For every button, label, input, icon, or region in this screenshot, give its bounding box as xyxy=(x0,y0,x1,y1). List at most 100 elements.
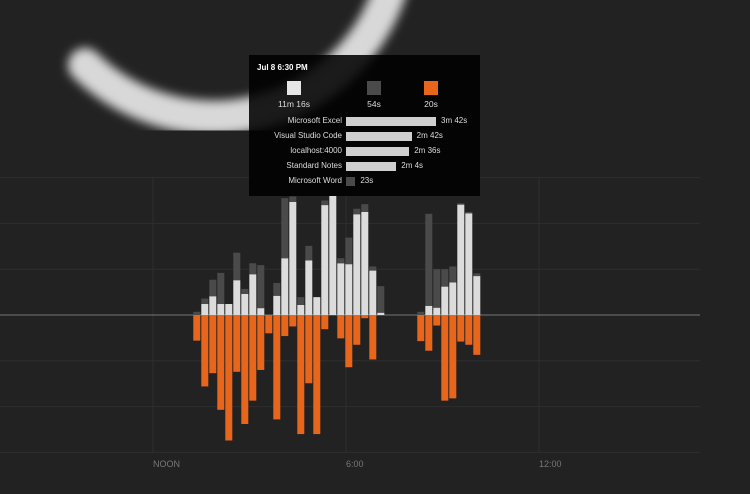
bar-neutral[interactable] xyxy=(361,204,369,212)
bar-productive[interactable] xyxy=(353,214,361,315)
bar-neutral[interactable] xyxy=(297,297,305,305)
app-duration-bar xyxy=(346,132,412,141)
bar-distracting[interactable] xyxy=(473,315,481,355)
bar-distracting[interactable] xyxy=(201,315,209,387)
bar-productive[interactable] xyxy=(225,304,233,315)
x-tick-label: 6:00 xyxy=(346,459,364,469)
app-name: Microsoft Excel xyxy=(287,116,342,125)
bar-productive[interactable] xyxy=(321,205,329,315)
bar-neutral[interactable] xyxy=(289,196,297,202)
bar-neutral[interactable] xyxy=(241,288,249,294)
bar-productive[interactable] xyxy=(377,312,385,315)
bar-neutral[interactable] xyxy=(465,211,473,214)
bar-neutral[interactable] xyxy=(321,200,329,206)
bar-distracting[interactable] xyxy=(265,315,273,334)
bar-distracting[interactable] xyxy=(193,315,201,341)
bar-neutral[interactable] xyxy=(233,252,241,281)
bar-productive[interactable] xyxy=(201,304,209,315)
bar-distracting[interactable] xyxy=(257,315,265,370)
bar-productive[interactable] xyxy=(345,264,353,315)
app-name: Standard Notes xyxy=(286,161,342,170)
bar-productive[interactable] xyxy=(313,297,321,315)
bar-productive[interactable] xyxy=(209,296,217,315)
bar-productive[interactable] xyxy=(305,260,313,315)
bar-distracting[interactable] xyxy=(417,315,425,342)
bar-distracting[interactable] xyxy=(313,315,321,435)
bar-distracting[interactable] xyxy=(457,315,465,342)
bar-neutral[interactable] xyxy=(209,279,217,297)
bar-distracting[interactable] xyxy=(465,315,473,345)
bar-distracting[interactable] xyxy=(297,315,305,435)
bar-distracting[interactable] xyxy=(249,315,257,401)
productive-total: 11m 16s xyxy=(278,99,310,109)
bar-productive[interactable] xyxy=(465,213,473,315)
bar-distracting[interactable] xyxy=(449,315,457,399)
bar-productive[interactable] xyxy=(433,307,441,315)
bar-neutral[interactable] xyxy=(473,273,481,277)
bar-neutral[interactable] xyxy=(433,269,441,308)
bar-productive[interactable] xyxy=(289,201,297,315)
bar-productive[interactable] xyxy=(337,263,345,315)
bar-distracting[interactable] xyxy=(305,315,313,384)
bar-distracting[interactable] xyxy=(233,315,241,372)
bar-distracting[interactable] xyxy=(217,315,225,410)
bar-neutral[interactable] xyxy=(217,272,225,305)
bar-distracting[interactable] xyxy=(209,315,217,374)
bar-productive[interactable] xyxy=(473,276,481,315)
bar-neutral[interactable] xyxy=(353,208,361,215)
bar-neutral[interactable] xyxy=(345,237,353,265)
bar-distracting[interactable] xyxy=(425,315,433,351)
bar-neutral[interactable] xyxy=(337,258,345,264)
bar-distracting[interactable] xyxy=(241,315,249,425)
bar-neutral[interactable] xyxy=(257,265,265,309)
bar-distracting[interactable] xyxy=(289,315,297,327)
bar-neutral[interactable] xyxy=(201,298,209,305)
tooltip-app-row: Standard Notes 2m 4s xyxy=(249,160,480,172)
bar-productive[interactable] xyxy=(361,211,369,315)
bar-productive[interactable] xyxy=(273,295,281,315)
bar-neutral[interactable] xyxy=(457,203,465,205)
bar-productive[interactable] xyxy=(281,258,289,315)
bar-distracting[interactable] xyxy=(273,315,281,420)
bar-distracting[interactable] xyxy=(321,315,329,330)
bar-neutral[interactable] xyxy=(425,213,433,306)
bar-neutral[interactable] xyxy=(193,311,201,315)
neutral-total: 54s xyxy=(367,99,381,109)
bar-productive[interactable] xyxy=(249,274,257,315)
bar-distracting[interactable] xyxy=(361,315,369,319)
bar-productive[interactable] xyxy=(329,195,337,315)
bar-neutral[interactable] xyxy=(417,311,425,315)
bar-productive[interactable] xyxy=(297,304,305,315)
bar-productive[interactable] xyxy=(441,286,449,315)
bar-distracting[interactable] xyxy=(225,315,233,441)
bar-distracting[interactable] xyxy=(433,315,441,326)
tooltip-app-row: Visual Studio Code 2m 42s xyxy=(249,130,480,142)
bar-productive[interactable] xyxy=(425,305,433,315)
bar-neutral[interactable] xyxy=(305,245,313,261)
bar-distracting[interactable] xyxy=(369,315,377,360)
bar-productive[interactable] xyxy=(449,282,457,315)
bar-neutral[interactable] xyxy=(377,286,385,313)
bar-productive[interactable] xyxy=(457,204,465,315)
x-tick-label: NOON xyxy=(153,459,180,469)
bar-neutral[interactable] xyxy=(449,266,457,283)
tooltip-title: Jul 8 6:30 PM xyxy=(257,63,308,72)
bar-neutral[interactable] xyxy=(273,282,281,296)
bar-productive[interactable] xyxy=(257,308,265,315)
bar-neutral[interactable] xyxy=(441,269,449,287)
bar-neutral[interactable] xyxy=(369,266,377,271)
bar-productive[interactable] xyxy=(233,280,241,315)
bar-neutral[interactable] xyxy=(281,198,289,259)
bar-productive[interactable] xyxy=(369,270,377,315)
bar-productive[interactable] xyxy=(241,293,249,315)
bar-productive[interactable] xyxy=(217,304,225,315)
x-tick-label: 12:00 xyxy=(539,459,562,469)
bar-distracting[interactable] xyxy=(337,315,345,339)
bar-distracting[interactable] xyxy=(353,315,361,345)
tooltip-app-row: Microsoft Excel 3m 42s xyxy=(249,115,480,127)
bar-distracting[interactable] xyxy=(345,315,353,368)
bar-distracting[interactable] xyxy=(281,315,289,337)
bar-distracting[interactable] xyxy=(441,315,449,401)
bar-neutral[interactable] xyxy=(249,263,257,275)
